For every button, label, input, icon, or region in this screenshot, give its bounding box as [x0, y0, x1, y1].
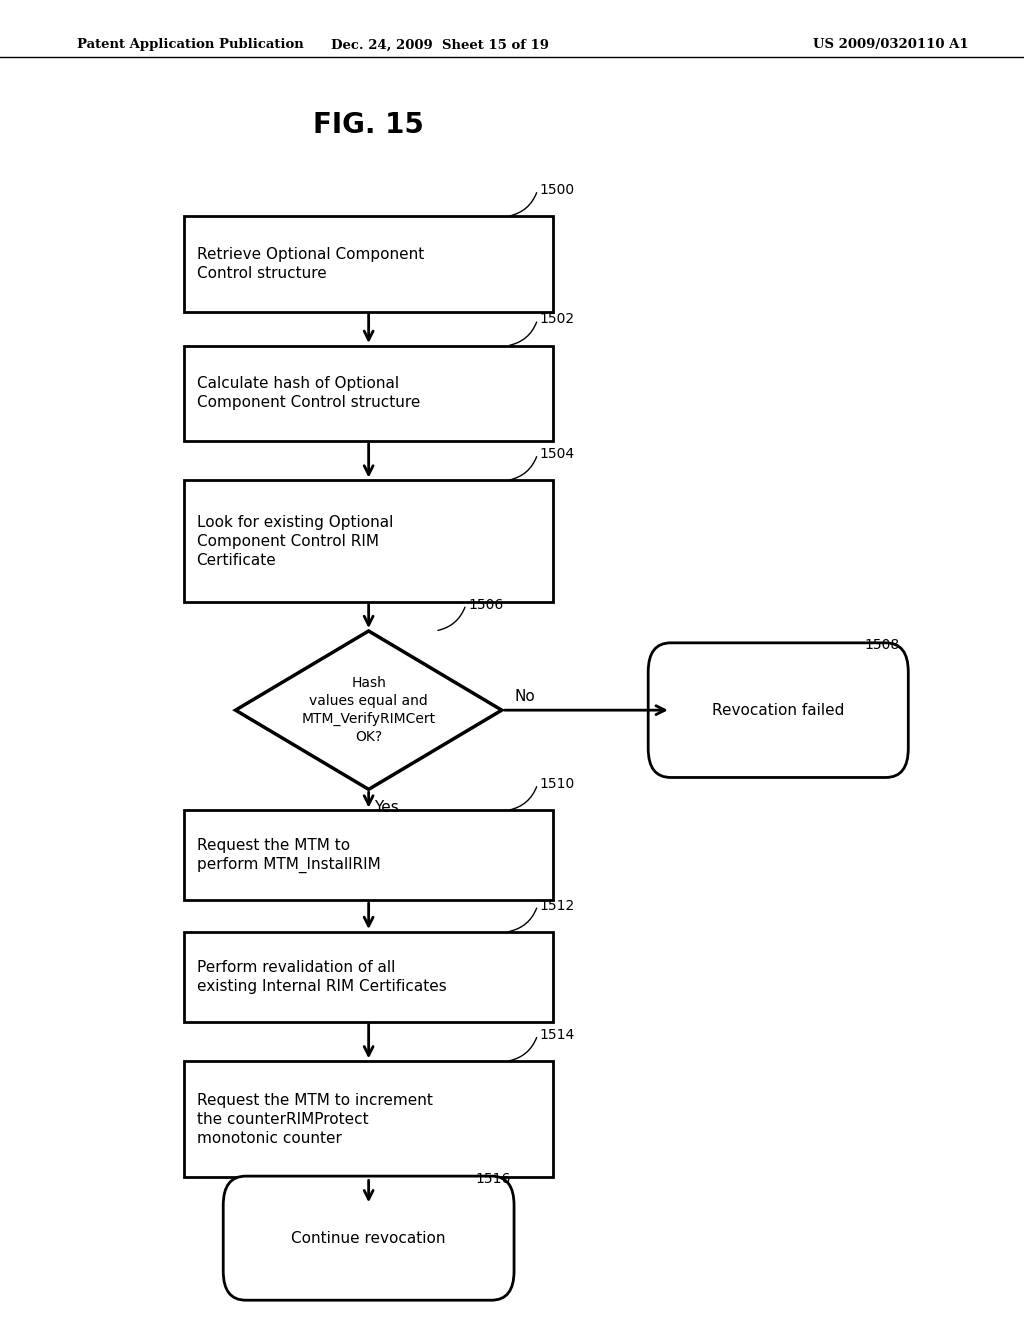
Text: 1508: 1508: [864, 639, 900, 652]
Text: 1504: 1504: [540, 447, 574, 461]
Text: FIG. 15: FIG. 15: [313, 111, 424, 140]
Text: Request the MTM to
perform MTM_InstallRIM: Request the MTM to perform MTM_InstallRI…: [197, 838, 380, 873]
Text: 1510: 1510: [540, 777, 574, 791]
FancyBboxPatch shape: [184, 480, 553, 602]
FancyBboxPatch shape: [184, 346, 553, 441]
FancyBboxPatch shape: [184, 810, 553, 900]
Polygon shape: [236, 631, 502, 789]
Text: No: No: [514, 689, 535, 705]
Text: US 2009/0320110 A1: US 2009/0320110 A1: [813, 38, 969, 51]
Text: Yes: Yes: [374, 800, 398, 814]
Text: Request the MTM to increment
the counterRIMProtect
monotonic counter: Request the MTM to increment the counter…: [197, 1093, 432, 1146]
Text: 1502: 1502: [540, 313, 574, 326]
Text: 1514: 1514: [540, 1028, 574, 1041]
FancyBboxPatch shape: [184, 1061, 553, 1177]
FancyBboxPatch shape: [184, 932, 553, 1022]
Text: 1500: 1500: [540, 183, 574, 197]
Text: 1506: 1506: [468, 598, 503, 611]
Text: 1516: 1516: [475, 1172, 511, 1185]
FancyBboxPatch shape: [184, 216, 553, 312]
Text: Patent Application Publication: Patent Application Publication: [77, 38, 303, 51]
Text: Calculate hash of Optional
Component Control structure: Calculate hash of Optional Component Con…: [197, 376, 420, 411]
Text: 1512: 1512: [540, 899, 574, 912]
Text: Look for existing Optional
Component Control RIM
Certificate: Look for existing Optional Component Con…: [197, 515, 393, 568]
FancyBboxPatch shape: [648, 643, 908, 777]
Text: Dec. 24, 2009  Sheet 15 of 19: Dec. 24, 2009 Sheet 15 of 19: [332, 38, 549, 51]
Text: Continue revocation: Continue revocation: [292, 1230, 445, 1246]
FancyBboxPatch shape: [223, 1176, 514, 1300]
Text: Revocation failed: Revocation failed: [712, 702, 845, 718]
Text: Perform revalidation of all
existing Internal RIM Certificates: Perform revalidation of all existing Int…: [197, 960, 446, 994]
Text: Retrieve Optional Component
Control structure: Retrieve Optional Component Control stru…: [197, 247, 424, 281]
Text: Hash
values equal and
MTM_VerifyRIMCert
OK?: Hash values equal and MTM_VerifyRIMCert …: [302, 676, 435, 744]
